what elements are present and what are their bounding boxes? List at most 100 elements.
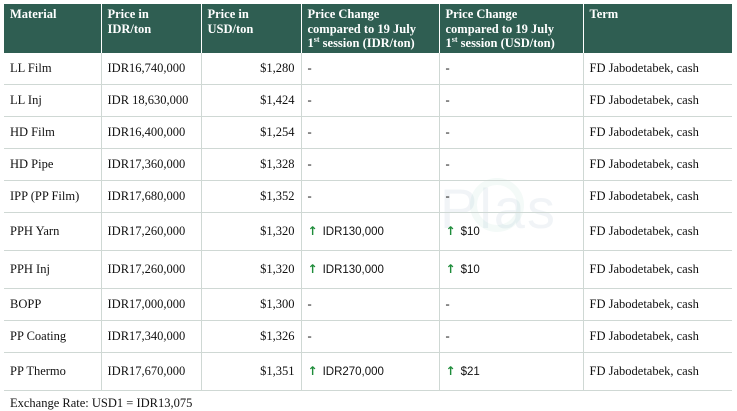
cell-change-idr-text: - [307,125,312,139]
cell-material: HD Film [4,116,102,149]
cell-price-usd-text: $1,320 [260,262,295,276]
table-row: HD Pipe IDR17,360,000 $1,328- - FD Jabodetab… [4,148,732,181]
cell-price-idr-text: IDR17,680,000 [107,189,186,203]
cell-price-usd: $1,320 [201,212,302,251]
cell-price-idr-text: IDR17,260,000 [107,262,186,276]
table-row: IPP (PP Film) IDR17,680,000 $1,352- - FD Jab… [4,180,732,213]
cell-material: IPP (PP Film) [4,180,102,213]
cell-material: PP Thermo [4,352,102,391]
cell-term: FD Jabodetabek, cash [583,288,732,321]
cell-material: PPH Yarn [4,212,102,251]
cell-term: FD Jabodetabek, cash [583,320,732,353]
cell-change-idr-text: - [307,60,312,75]
cell-material: HD Pipe [4,148,102,181]
cell-change-usd-text: - [445,125,450,139]
cell-price-idr: IDR17,340,000 [101,320,202,353]
cell-price-usd: $1,320 [201,250,302,289]
cell-change-usd: - [439,52,584,85]
table-row: LL Inj IDR 18,630,000 $1,424- - FD Jabodetab… [4,84,732,117]
cell-change-idr: ↑ IDR130,000 [301,212,440,251]
cell-change-idr: - [301,148,440,181]
cell-change-idr-text: IDR130,000 [322,226,384,238]
cell-price-idr: IDR 18,630,000 [101,84,202,117]
arrow-up-icon: ↑ [307,224,318,238]
cell-term-text: FD Jabodetabek, cash [589,364,699,378]
cell-material: PP Coating [4,320,102,353]
cell-material-text: PP Thermo [10,364,66,378]
cell-term: FD Jabodetabek, cash [583,180,732,213]
cell-change-usd-text: - [445,60,450,75]
arrow-up-icon: ↑ [445,262,456,276]
cell-term: FD Jabodetabek, cash [583,84,732,117]
arrow-up-icon: ↑ [445,364,456,378]
header-term: Term [583,4,732,53]
cell-price-idr-text: IDR16,400,000 [107,125,186,139]
cell-material-text: LL Film [10,60,52,75]
cell-price-usd-text: $1,352 [260,189,295,203]
cell-term-text: FD Jabodetabek, cash [589,329,699,343]
cell-price-usd: $1,352 [201,180,302,213]
exchange-rate-note: Exchange Rate: USD1 = IDR13,075 [10,396,193,410]
cell-change-idr: - [301,84,440,117]
cell-change-usd-text: - [445,297,450,311]
cell-term-text: FD Jabodetabek, cash [589,125,699,139]
price-report: Material Price in IDR/ton Price in USD/ton… [4,4,732,411]
cell-price-usd: $1,254 [201,116,302,149]
cell-material-text: HD Film [10,125,55,139]
cell-material-text: PPH Inj [10,262,50,276]
cell-change-idr-text: - [307,329,312,343]
cell-term-text: FD Jabodetabek, cash [589,189,699,203]
cell-price-idr-text: IDR 18,630,000 [107,93,189,107]
cell-term-text: FD Jabodetabek, cash [589,262,699,276]
cell-change-idr-text: IDR270,000 [322,366,384,378]
cell-term: FD Jabodetabek, cash [583,148,732,181]
cell-change-idr-text: - [307,297,312,311]
cell-price-usd-text: $1,351 [260,364,295,378]
cell-price-usd: $1,300 [201,288,302,321]
cell-change-usd-text: $10 [460,226,480,238]
cell-price-idr: IDR17,260,000 [101,212,202,251]
cell-change-usd: ↑ $10 [439,250,584,289]
cell-material: LL Film [4,52,102,85]
cell-change-idr-text: IDR130,000 [322,264,384,276]
cell-material: LL Inj [4,84,102,117]
cell-price-idr: IDR17,680,000 [101,180,202,213]
cell-change-idr: ↑ IDR270,000 [301,352,440,391]
table-row: PPH Yarn IDR17,260,000 $1,320 ↑ IDR130,000 ↑ $… [4,212,732,251]
cell-price-idr-text: IDR17,000,000 [107,297,186,311]
cell-price-idr: IDR17,360,000 [101,148,202,181]
cell-material: PPH Inj [4,250,102,289]
cell-price-usd: $1,328 [201,148,302,181]
cell-change-idr-text: - [307,157,312,171]
cell-change-usd: ↑ $10 [439,212,584,251]
cell-price-idr-text: IDR17,340,000 [107,329,186,343]
cell-change-idr: - [301,320,440,353]
header-change-usd: Price Change compared to 19 July 1st sessi… [439,4,584,53]
table-row: PPH Inj IDR17,260,000 $1,320 ↑ IDR130,000 ↑ $1… [4,250,732,289]
cell-material-text: PPH Yarn [10,224,60,238]
cell-change-usd: - [439,180,584,213]
cell-price-usd-text: $1,280 [260,60,295,75]
cell-price-usd-text: $1,328 [260,157,295,171]
cell-change-usd-text: - [445,189,450,203]
table-body: LL Film IDR16,740,000 $1,280- - FD Jabodetab… [4,52,732,391]
cell-change-idr-text: - [307,189,312,203]
cell-term-text: FD Jabodetabek, cash [589,297,699,311]
cell-change-usd: ↑ $21 [439,352,584,391]
cell-term-text: FD Jabodetabek, cash [589,93,699,107]
cell-term: FD Jabodetabek, cash [583,116,732,149]
cell-price-usd: $1,280 [201,52,302,85]
arrow-up-icon: ↑ [307,364,318,378]
cell-price-usd-text: $1,424 [260,93,295,107]
cell-price-idr-text: IDR16,740,000 [107,60,186,75]
cell-term: FD Jabodetabek, cash [583,352,732,391]
table-header-row: Material Price in IDR/ton Price in USD/ton… [4,4,732,53]
table-row: HD Film IDR16,400,000 $1,254- - FD Jabodetab… [4,116,732,149]
cell-change-idr-text: - [307,93,312,107]
header-change-idr: Price Change compared to 19 July 1st sessi… [301,4,440,53]
table-row: BOPP IDR17,000,000 $1,300- - FD Jabodetabek,… [4,288,732,321]
cell-change-usd-text: $21 [460,366,480,378]
cell-change-idr: - [301,288,440,321]
cell-change-usd: - [439,84,584,117]
cell-change-usd-text: - [445,157,450,171]
